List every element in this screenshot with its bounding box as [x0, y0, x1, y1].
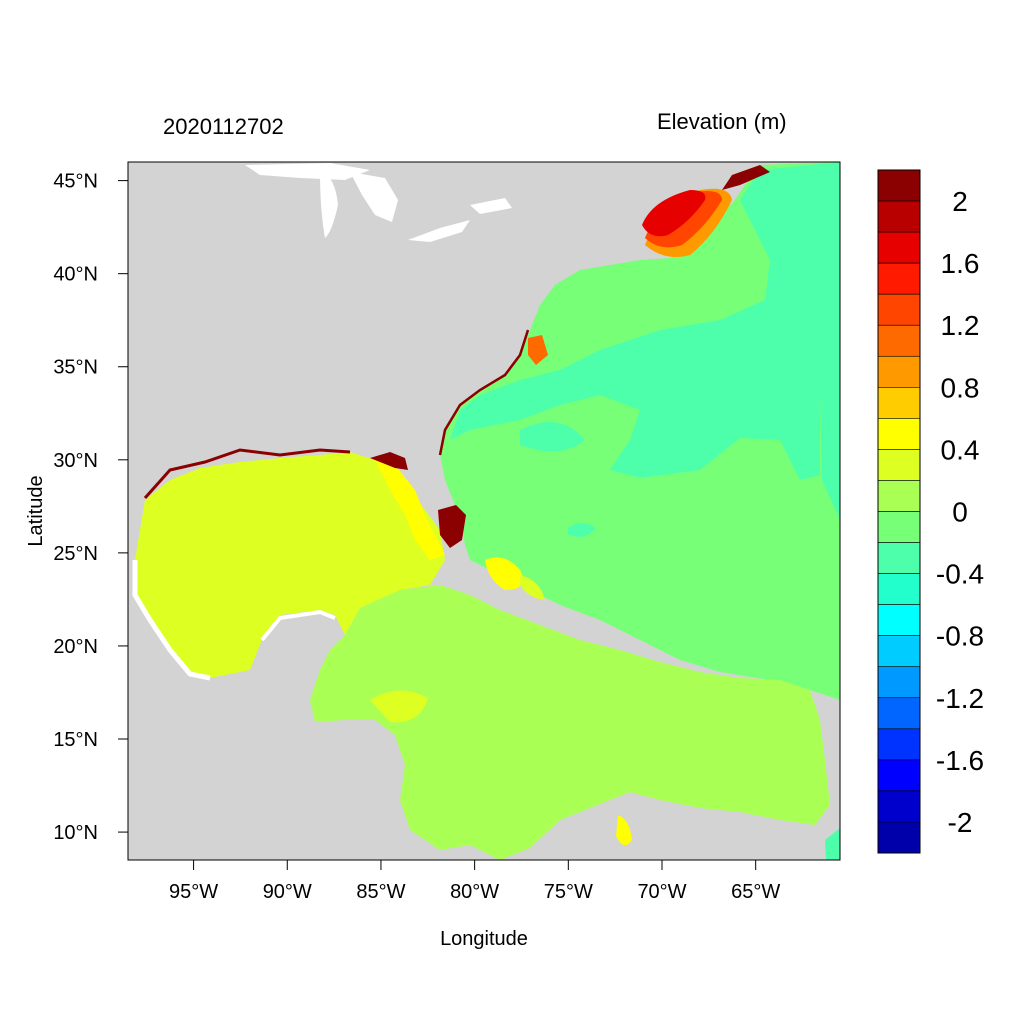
lake-huron: [350, 172, 398, 222]
bahamas-bank-b: [520, 575, 545, 600]
colorbar-label: -1.2: [936, 683, 984, 714]
colorbar-swatch: [877, 790, 921, 823]
lat-tick-label: 35°N: [53, 357, 98, 379]
colorbar-swatch: [877, 262, 921, 295]
colorbar-label: -0.8: [936, 621, 984, 652]
gulf-of-maine-surge-inner: [642, 190, 706, 237]
caribbean-sea-region: [310, 585, 830, 860]
colorbar-swatch: [877, 759, 921, 792]
colorbar-swatch: [877, 573, 921, 605]
offshore-eddy-b: [568, 523, 596, 537]
colorbar-swatch: [877, 821, 921, 854]
lon-tick-label: 90°W: [263, 881, 312, 903]
honduras-shelf-band: [370, 690, 428, 723]
colorbar-swatch: [877, 635, 921, 668]
lon-tick-label: 65°W: [731, 881, 780, 903]
colorbar-label: 1.6: [941, 248, 980, 279]
timestamp-label: 2020112702: [163, 114, 284, 139]
lat-tick-label: 25°N: [53, 543, 98, 565]
colorbar-swatch: [877, 604, 921, 636]
lat-tick-label: 10°N: [53, 822, 98, 844]
colorbar-swatch: [877, 542, 921, 574]
lon-tick-label: 95°W: [169, 881, 218, 903]
florida-shelf-band: [375, 460, 445, 560]
lon-tick-label: 80°W: [450, 881, 499, 903]
lat-tick-label: 30°N: [53, 450, 98, 472]
colorbar-swatch: [877, 324, 921, 357]
big-bend-inundation: [370, 452, 408, 470]
colorbar-swatch: [877, 728, 921, 761]
colorbar-swatch: [877, 293, 921, 326]
colorbar-swatch: [877, 355, 921, 388]
gulf-white-fringe: [132, 560, 211, 681]
colorbar-label: -2: [948, 807, 973, 838]
colorbar-label: 0: [952, 497, 968, 528]
offshore-negative-band: [450, 162, 840, 480]
maracaibo-band: [616, 815, 632, 846]
colorbar-label: 0.4: [941, 434, 980, 465]
offshore-eddy-a: [520, 422, 585, 452]
gulf-of-maine-surge-core: [722, 165, 770, 190]
gulf-of-mexico-region: [135, 452, 445, 678]
lon-tick-label: 85°W: [356, 881, 405, 903]
lake-ontario: [470, 198, 512, 214]
colorbar-label: 2: [952, 186, 968, 217]
offshore-east-band: [820, 380, 840, 520]
y-axis-title: Latitude: [25, 475, 47, 546]
map-panel: [128, 162, 840, 860]
yucatan-white-fringe: [260, 609, 336, 642]
lat-tick-label: 40°N: [53, 264, 98, 286]
colorbar-swatch: [877, 480, 921, 512]
lat-tick-label: 15°N: [53, 729, 98, 751]
colorbar-swatch: [877, 418, 921, 450]
colorbar-swatch: [877, 511, 921, 543]
colorbar-swatch: [877, 169, 921, 202]
colorbar-label: 0.8: [941, 372, 980, 403]
colorbar-swatch: [877, 666, 921, 699]
colorbar-label: -0.4: [936, 559, 984, 590]
colorbar-frame: [877, 169, 921, 854]
lon-tick-label: 70°W: [637, 881, 686, 903]
carolina-inundation: [528, 335, 548, 365]
x-axis-title: Longitude: [440, 928, 528, 950]
colorbar-swatch: [877, 387, 921, 419]
colorbar-label: -1.6: [936, 745, 984, 776]
lat-tick-label: 20°N: [53, 636, 98, 658]
lat-tick-label: 45°N: [53, 171, 98, 193]
colorbar-swatch: [877, 697, 921, 730]
colorbar: 2 1.6 1.2 0.8 0.4 0 -0.4 -0.8 -1.2 -1.6 -2: [877, 169, 984, 854]
lon-tick-label: 75°W: [544, 881, 593, 903]
south-florida-inundation: [438, 505, 466, 548]
colorbar-swatch: [877, 200, 921, 233]
northern-gulf-coast-fringe: [143, 448, 351, 499]
colorbar-swatch: [877, 449, 921, 481]
lake-superior: [245, 163, 370, 180]
colorbar-swatch: [877, 231, 921, 264]
axis-ticks: 95°W 90°W 85°W 80°W 75°W 70°W 65°W 45°N 40°N 35°N…: [53, 171, 780, 903]
bahamas-bank-a: [485, 557, 523, 590]
southeast-corner-water: [825, 828, 840, 860]
variable-title: Elevation (m): [657, 109, 787, 134]
lake-michigan: [320, 172, 338, 238]
map-frame: [127, 161, 841, 861]
atlantic-coast-fringe: [438, 329, 530, 456]
lake-erie: [408, 220, 470, 242]
colorbar-label: 1.2: [941, 310, 980, 341]
